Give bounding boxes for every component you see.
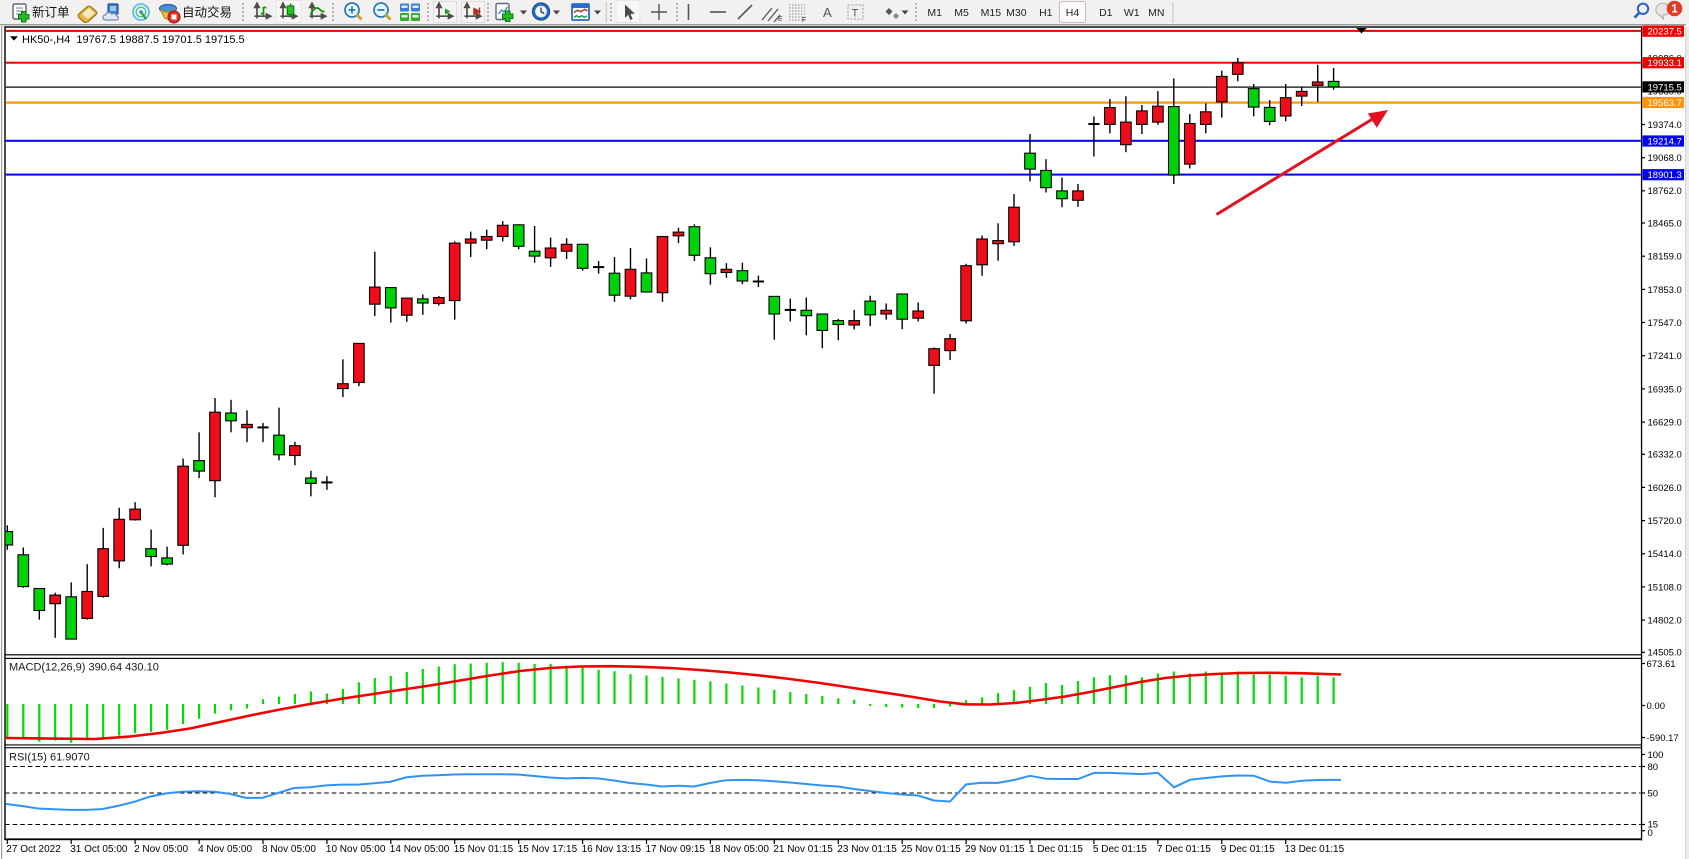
svg-text:W1: W1 bbox=[1124, 7, 1140, 19]
svg-text:23 Nov 01:15: 23 Nov 01:15 bbox=[837, 844, 897, 855]
svg-text:17853.0: 17853.0 bbox=[1648, 285, 1682, 296]
svg-text:-590.17: -590.17 bbox=[1647, 733, 1679, 744]
svg-text:M15: M15 bbox=[981, 7, 1002, 19]
svg-text:17547.0: 17547.0 bbox=[1648, 318, 1682, 329]
svg-text:25 Nov 01:15: 25 Nov 01:15 bbox=[901, 844, 961, 855]
svg-text:15108.0: 15108.0 bbox=[1648, 582, 1682, 593]
svg-text:4 Nov 05:00: 4 Nov 05:00 bbox=[198, 844, 252, 855]
svg-text:新订单: 新订单 bbox=[32, 5, 70, 20]
svg-text:H4: H4 bbox=[1066, 7, 1080, 19]
svg-text:13 Dec 01:15: 13 Dec 01:15 bbox=[1285, 844, 1345, 855]
svg-text:19715.5: 19715.5 bbox=[1648, 82, 1682, 93]
svg-text:50: 50 bbox=[1648, 788, 1659, 799]
svg-text:80: 80 bbox=[1648, 762, 1659, 773]
svg-text:18465.0: 18465.0 bbox=[1648, 218, 1682, 229]
svg-text:17241.0: 17241.0 bbox=[1648, 351, 1682, 362]
svg-text:19214.7: 19214.7 bbox=[1648, 137, 1682, 148]
svg-text:15 Nov 01:15: 15 Nov 01:15 bbox=[454, 844, 514, 855]
svg-text:15 Nov 17:15: 15 Nov 17:15 bbox=[518, 844, 578, 855]
svg-text:0.00: 0.00 bbox=[1647, 701, 1666, 712]
svg-text:100: 100 bbox=[1648, 750, 1664, 761]
svg-text:18762.0: 18762.0 bbox=[1648, 186, 1682, 197]
svg-text:HK50-,H4 19767.5 19887.5 1970: HK50-,H4 19767.5 19887.5 19701.5 19715.5 bbox=[22, 34, 245, 46]
svg-text:18 Nov 05:00: 18 Nov 05:00 bbox=[709, 844, 769, 855]
svg-text:D1: D1 bbox=[1099, 7, 1113, 19]
svg-text:16 Nov 13:15: 16 Nov 13:15 bbox=[582, 844, 642, 855]
svg-text:A: A bbox=[823, 5, 832, 20]
svg-text:14802.0: 14802.0 bbox=[1648, 616, 1682, 627]
svg-text:MACD(12,26,9) 390.64 430.10: MACD(12,26,9) 390.64 430.10 bbox=[9, 662, 159, 674]
svg-text:2 Nov 05:00: 2 Nov 05:00 bbox=[134, 844, 188, 855]
svg-text:M1: M1 bbox=[927, 7, 942, 19]
svg-text:29 Nov 01:15: 29 Nov 01:15 bbox=[965, 844, 1025, 855]
svg-text:19374.0: 19374.0 bbox=[1648, 120, 1682, 131]
svg-text:673.61: 673.61 bbox=[1647, 659, 1676, 670]
svg-text:18901.3: 18901.3 bbox=[1648, 170, 1682, 181]
svg-text:19933.1: 19933.1 bbox=[1648, 58, 1682, 69]
svg-text:31 Oct 05:00: 31 Oct 05:00 bbox=[70, 844, 128, 855]
svg-text:16629.0: 16629.0 bbox=[1648, 418, 1682, 429]
svg-text:15720.0: 15720.0 bbox=[1648, 516, 1682, 527]
svg-text:9 Dec 01:15: 9 Dec 01:15 bbox=[1221, 844, 1275, 855]
svg-text:16935.0: 16935.0 bbox=[1648, 384, 1682, 395]
svg-text:18159.0: 18159.0 bbox=[1648, 252, 1682, 263]
svg-text:14505.0: 14505.0 bbox=[1648, 648, 1682, 659]
svg-text:T: T bbox=[852, 8, 859, 20]
svg-text:14 Nov 05:00: 14 Nov 05:00 bbox=[390, 844, 450, 855]
svg-text:15: 15 bbox=[1648, 820, 1659, 831]
svg-text:5 Dec 01:15: 5 Dec 01:15 bbox=[1093, 844, 1147, 855]
svg-text:7 Dec 01:15: 7 Dec 01:15 bbox=[1157, 844, 1211, 855]
svg-text:1: 1 bbox=[1671, 4, 1678, 16]
svg-text:RSI(15) 61.9070: RSI(15) 61.9070 bbox=[9, 752, 90, 764]
svg-text:20237.5: 20237.5 bbox=[1648, 27, 1682, 38]
svg-text:H1: H1 bbox=[1039, 7, 1053, 19]
svg-text:19068.0: 19068.0 bbox=[1648, 153, 1682, 164]
svg-text:M30: M30 bbox=[1006, 7, 1027, 19]
svg-text:15414.0: 15414.0 bbox=[1648, 549, 1682, 560]
svg-text:27 Oct 2022: 27 Oct 2022 bbox=[6, 844, 61, 855]
svg-text:19563.7: 19563.7 bbox=[1648, 98, 1682, 109]
svg-text:F: F bbox=[802, 17, 806, 24]
svg-text:16026.0: 16026.0 bbox=[1648, 483, 1682, 494]
svg-text:M5: M5 bbox=[954, 7, 969, 19]
svg-text:8 Nov 05:00: 8 Nov 05:00 bbox=[262, 844, 316, 855]
svg-text:0: 0 bbox=[1648, 828, 1653, 839]
svg-text:16332.0: 16332.0 bbox=[1648, 450, 1682, 461]
svg-text:E: E bbox=[778, 16, 783, 23]
svg-text:自动交易: 自动交易 bbox=[182, 5, 232, 20]
svg-text:MN: MN bbox=[1148, 7, 1164, 19]
svg-text:1 Dec 01:15: 1 Dec 01:15 bbox=[1029, 844, 1083, 855]
svg-text:10 Nov 05:00: 10 Nov 05:00 bbox=[326, 844, 386, 855]
svg-text:17 Nov 09:15: 17 Nov 09:15 bbox=[646, 844, 706, 855]
svg-text:21 Nov 01:15: 21 Nov 01:15 bbox=[773, 844, 833, 855]
